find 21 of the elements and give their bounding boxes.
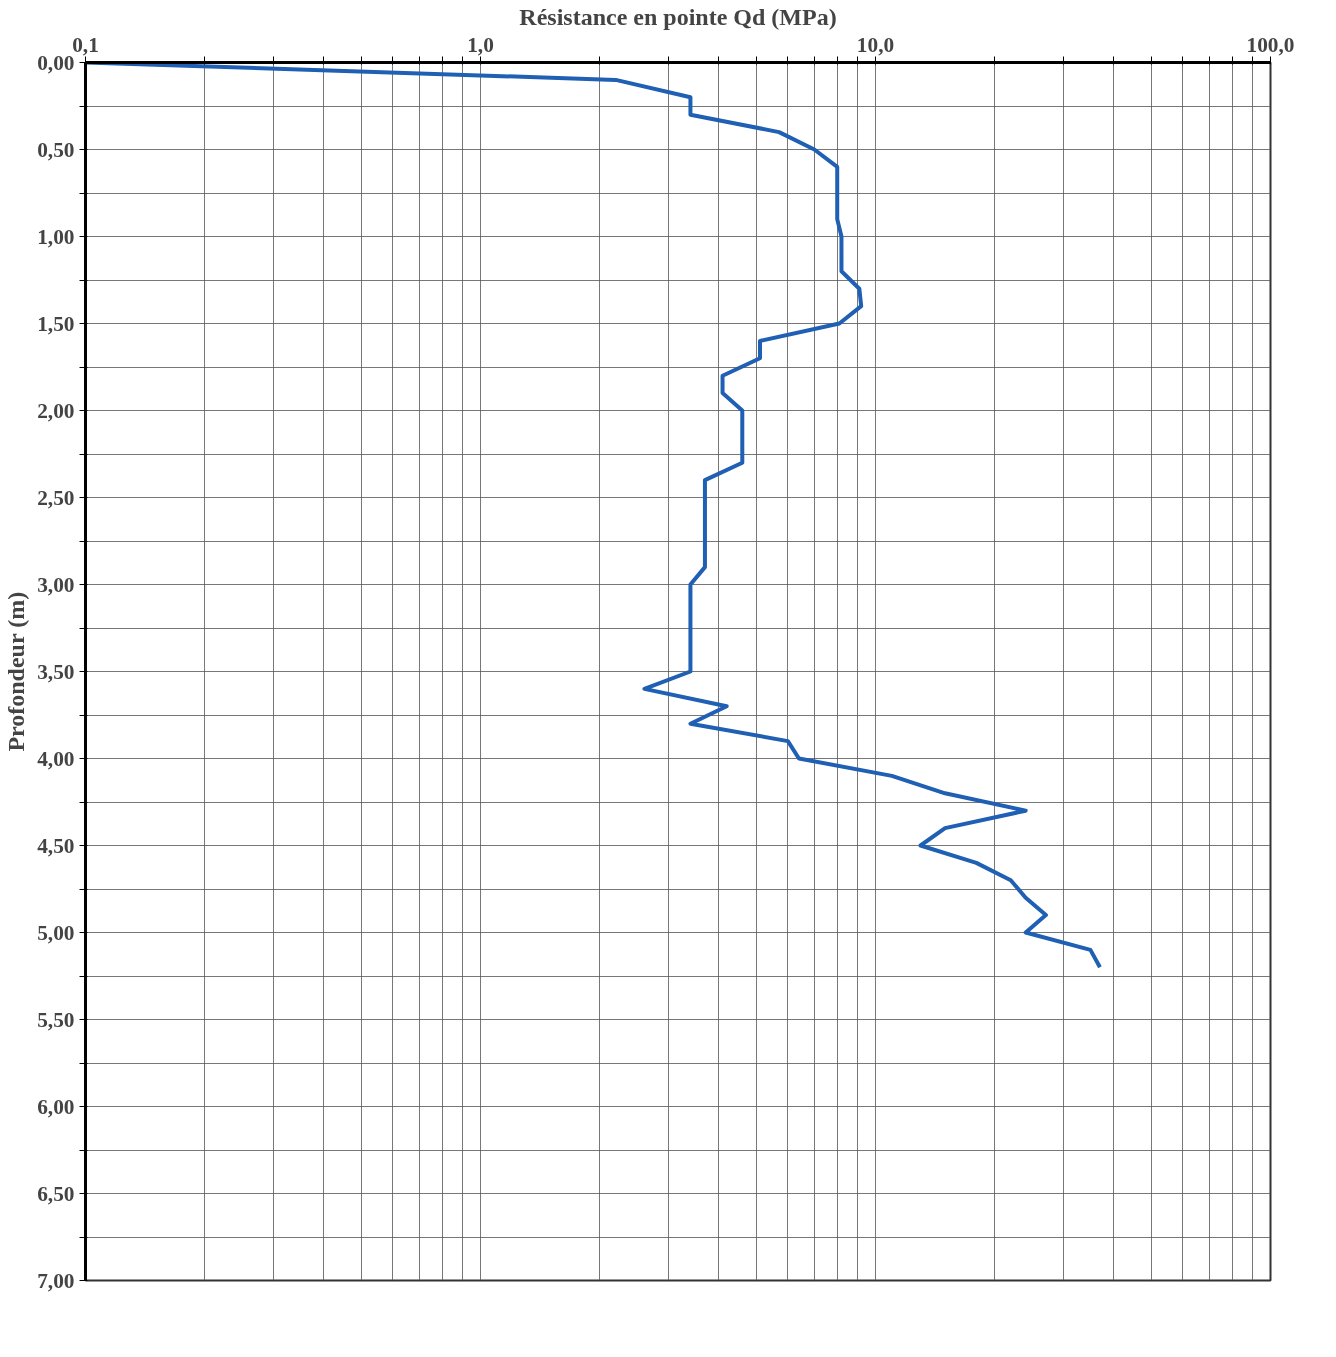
y-tick-label: 7,00 (37, 1268, 75, 1293)
y-tick-label: 0,50 (37, 137, 75, 162)
x-tick-label: 100,0 (1246, 32, 1295, 57)
y-tick-label: 2,50 (37, 485, 75, 510)
y-axis-title: Profondeur (m) (3, 591, 30, 752)
y-tick-label: 2,00 (37, 398, 75, 423)
y-tick-label: 1,00 (37, 224, 75, 249)
x-axis-title: Résistance en pointe Qd (MPa) (519, 3, 837, 30)
y-tick-label: 3,50 (37, 659, 75, 684)
y-tick-label: 4,00 (37, 746, 75, 771)
y-tick-label: 4,50 (37, 833, 75, 858)
y-tick-label: 3,00 (37, 572, 75, 597)
y-tick-label: 1,50 (37, 311, 75, 336)
x-tick-label: 0,1 (72, 32, 99, 57)
y-tick-label: 5,00 (37, 920, 75, 945)
x-tick-label: 10,0 (856, 32, 895, 57)
y-tick-label: 6,00 (37, 1094, 75, 1119)
x-tick-label: 1,0 (467, 32, 494, 57)
y-tick-label: 6,50 (37, 1181, 75, 1206)
y-tick-label: 5,50 (37, 1007, 75, 1032)
y-tick-label: 0,00 (37, 50, 75, 75)
